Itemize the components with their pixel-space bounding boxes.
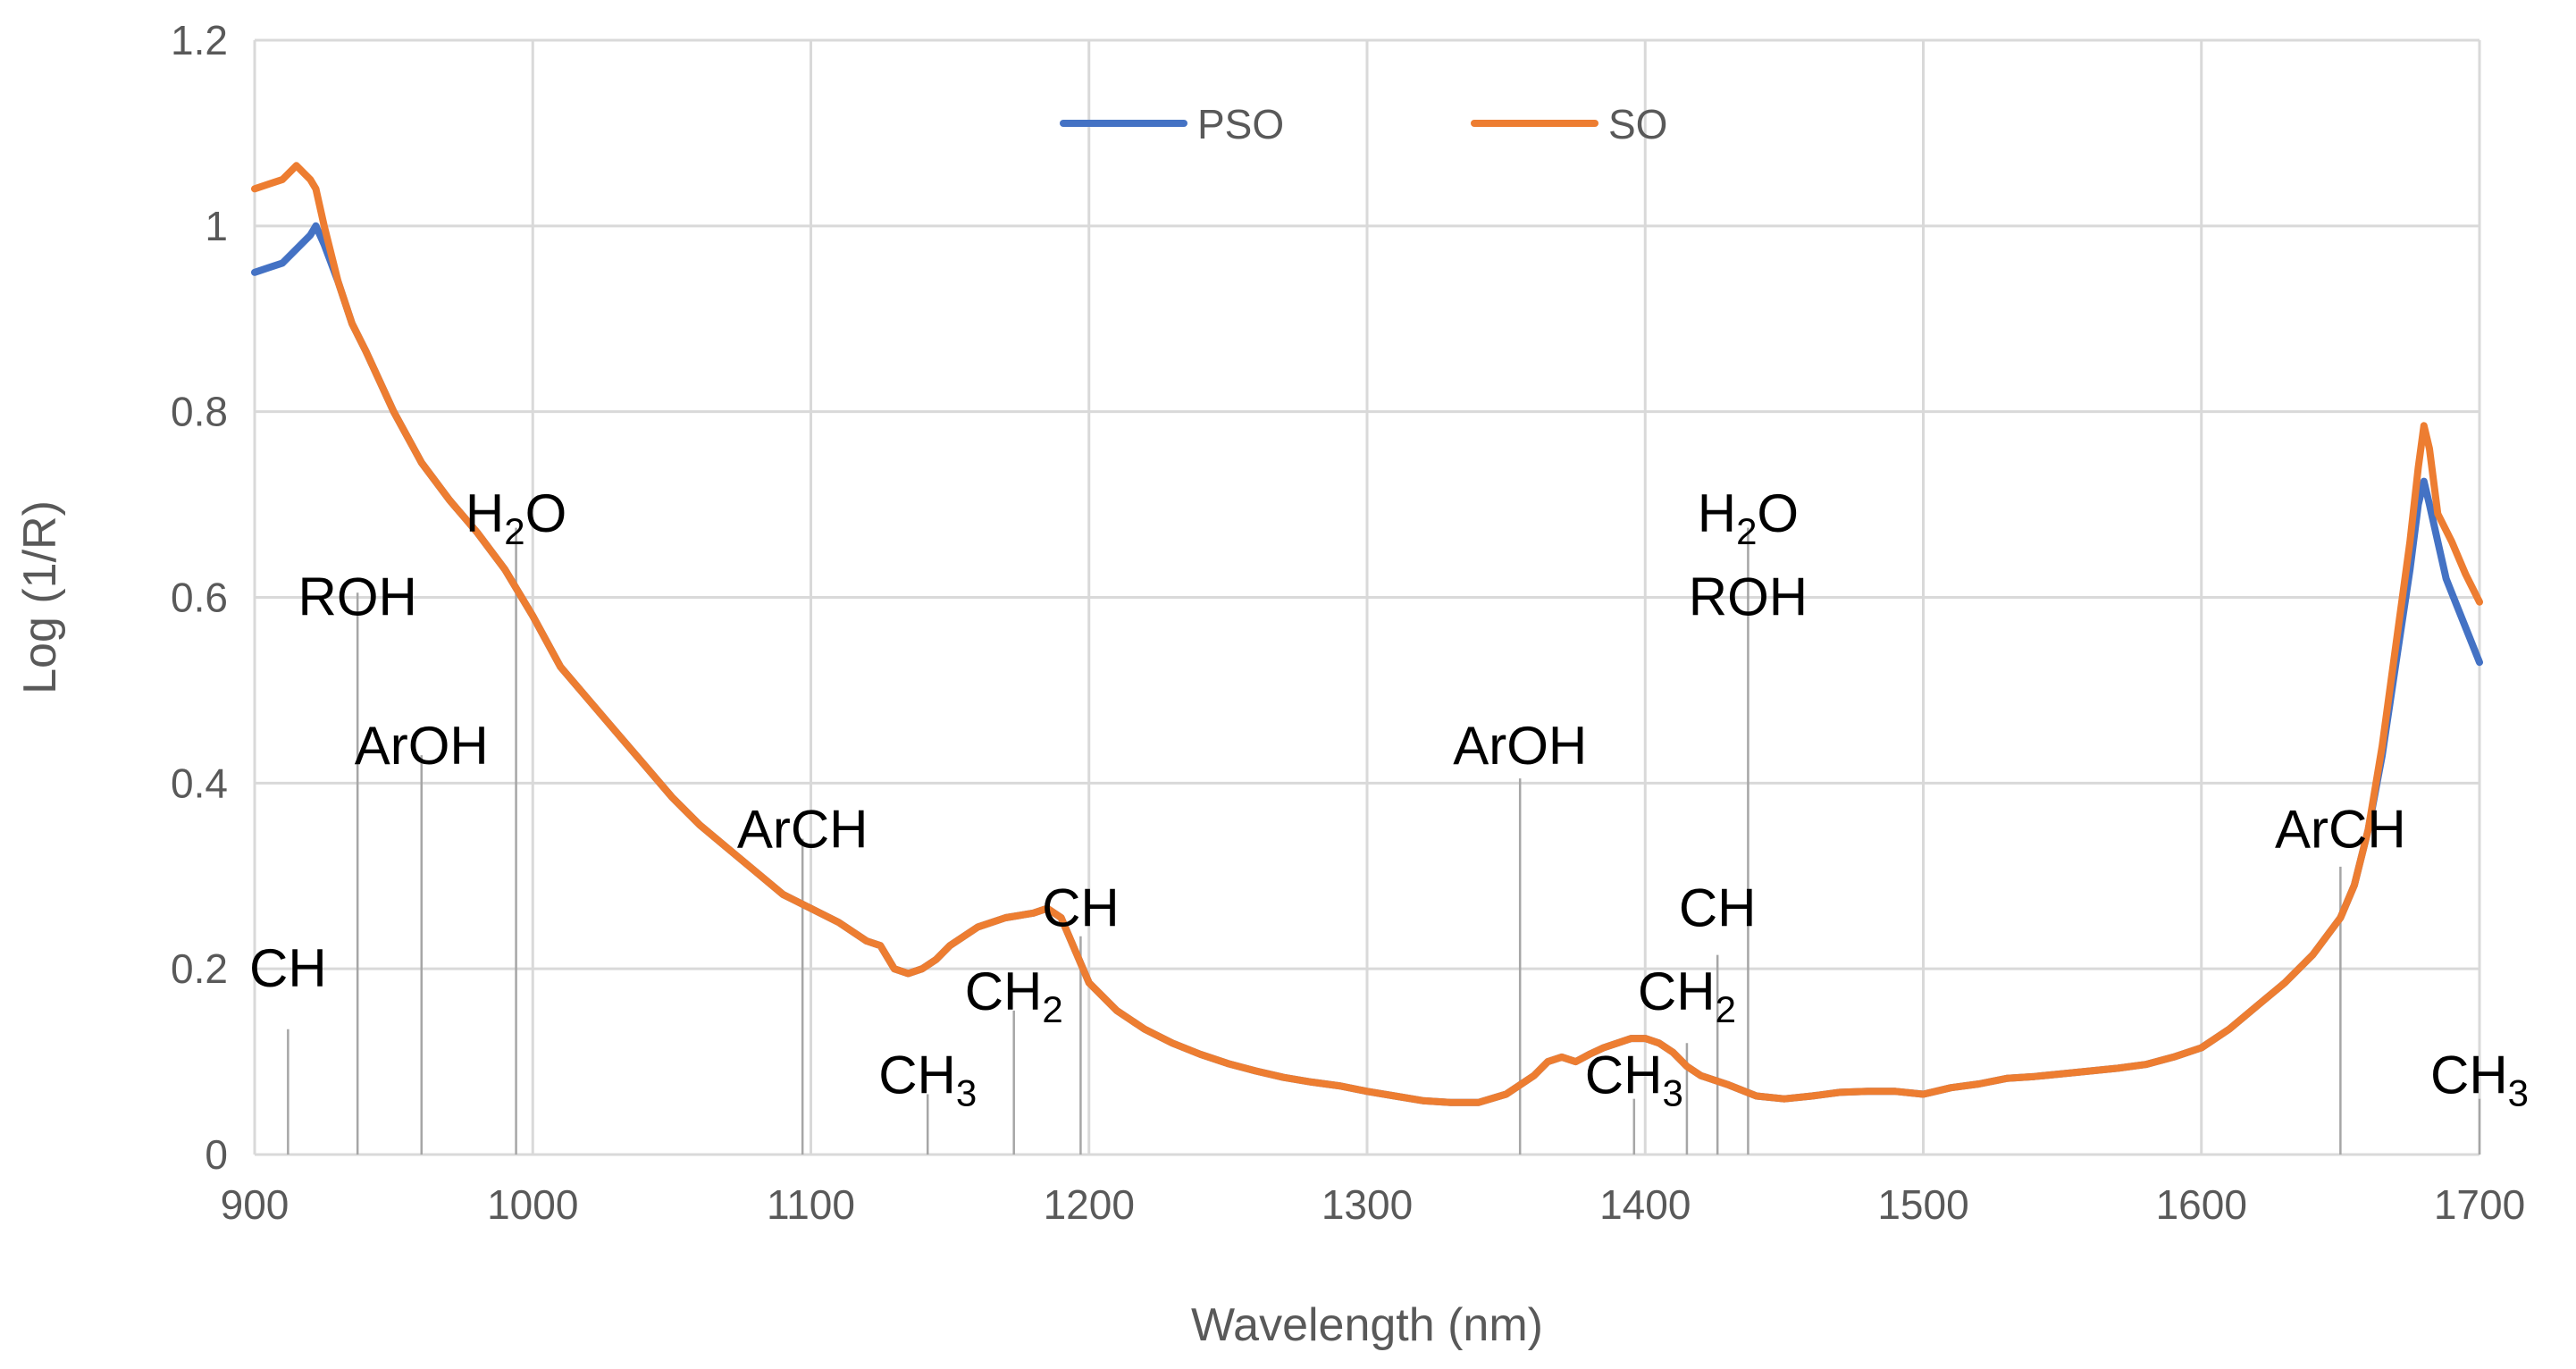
- annotation-label-ch3: CH3: [1585, 1046, 1683, 1114]
- legend-label-so: SO: [1608, 101, 1667, 147]
- y-tick-label: 1.2: [171, 17, 228, 63]
- annotation-label-ch3: CH3: [2430, 1046, 2529, 1114]
- x-tick-label: 1600: [2156, 1181, 2247, 1228]
- annotation-label-ch2: CH2: [965, 962, 1063, 1030]
- annotation-label-arch: ArCH: [2275, 799, 2406, 859]
- x-tick-label: 1700: [2434, 1181, 2525, 1228]
- annotation-label-ch: CH: [249, 938, 327, 998]
- annotation-label-arch: ArCH: [737, 799, 868, 859]
- annotation-label-roh: ROH: [1689, 567, 1808, 627]
- y-tick-label: 0.8: [171, 389, 228, 435]
- x-tick-label: 1100: [767, 1181, 855, 1228]
- y-tick-label: 0: [205, 1131, 228, 1178]
- annotation-label-ch: CH: [1042, 878, 1120, 938]
- y-axis-title: Log (1/R): [14, 500, 66, 694]
- y-tick-label: 0.4: [171, 760, 228, 806]
- annotation-label-ch3: CH3: [878, 1046, 977, 1114]
- annotation-label-h2o: H2O: [1698, 483, 1799, 552]
- annotation-label-roh: ROH: [298, 567, 416, 627]
- x-tick-label: 1000: [487, 1181, 578, 1228]
- x-tick-label: 900: [221, 1181, 289, 1228]
- annotation-label-aroh: ArOH: [355, 716, 489, 776]
- x-tick-label: 1200: [1044, 1181, 1135, 1228]
- y-tick-label: 0.2: [171, 945, 228, 992]
- annotation-label-ch: CH: [1679, 878, 1757, 938]
- annotation-label-aroh: ArOH: [1453, 716, 1587, 776]
- annotation-label-ch2: CH2: [1638, 962, 1736, 1030]
- series-line-so: [251, 162, 2483, 1106]
- x-tick-label: 1500: [1877, 1181, 1968, 1228]
- x-axis-title: Wavelength (nm): [1191, 1299, 1543, 1351]
- y-tick-label: 1: [205, 203, 228, 249]
- annotation-label-h2o: H2O: [466, 483, 566, 552]
- y-tick-label: 0.6: [171, 575, 228, 621]
- legend-label-pso: PSO: [1197, 101, 1284, 147]
- x-tick-label: 1300: [1322, 1181, 1413, 1228]
- x-tick-label: 1400: [1599, 1181, 1691, 1228]
